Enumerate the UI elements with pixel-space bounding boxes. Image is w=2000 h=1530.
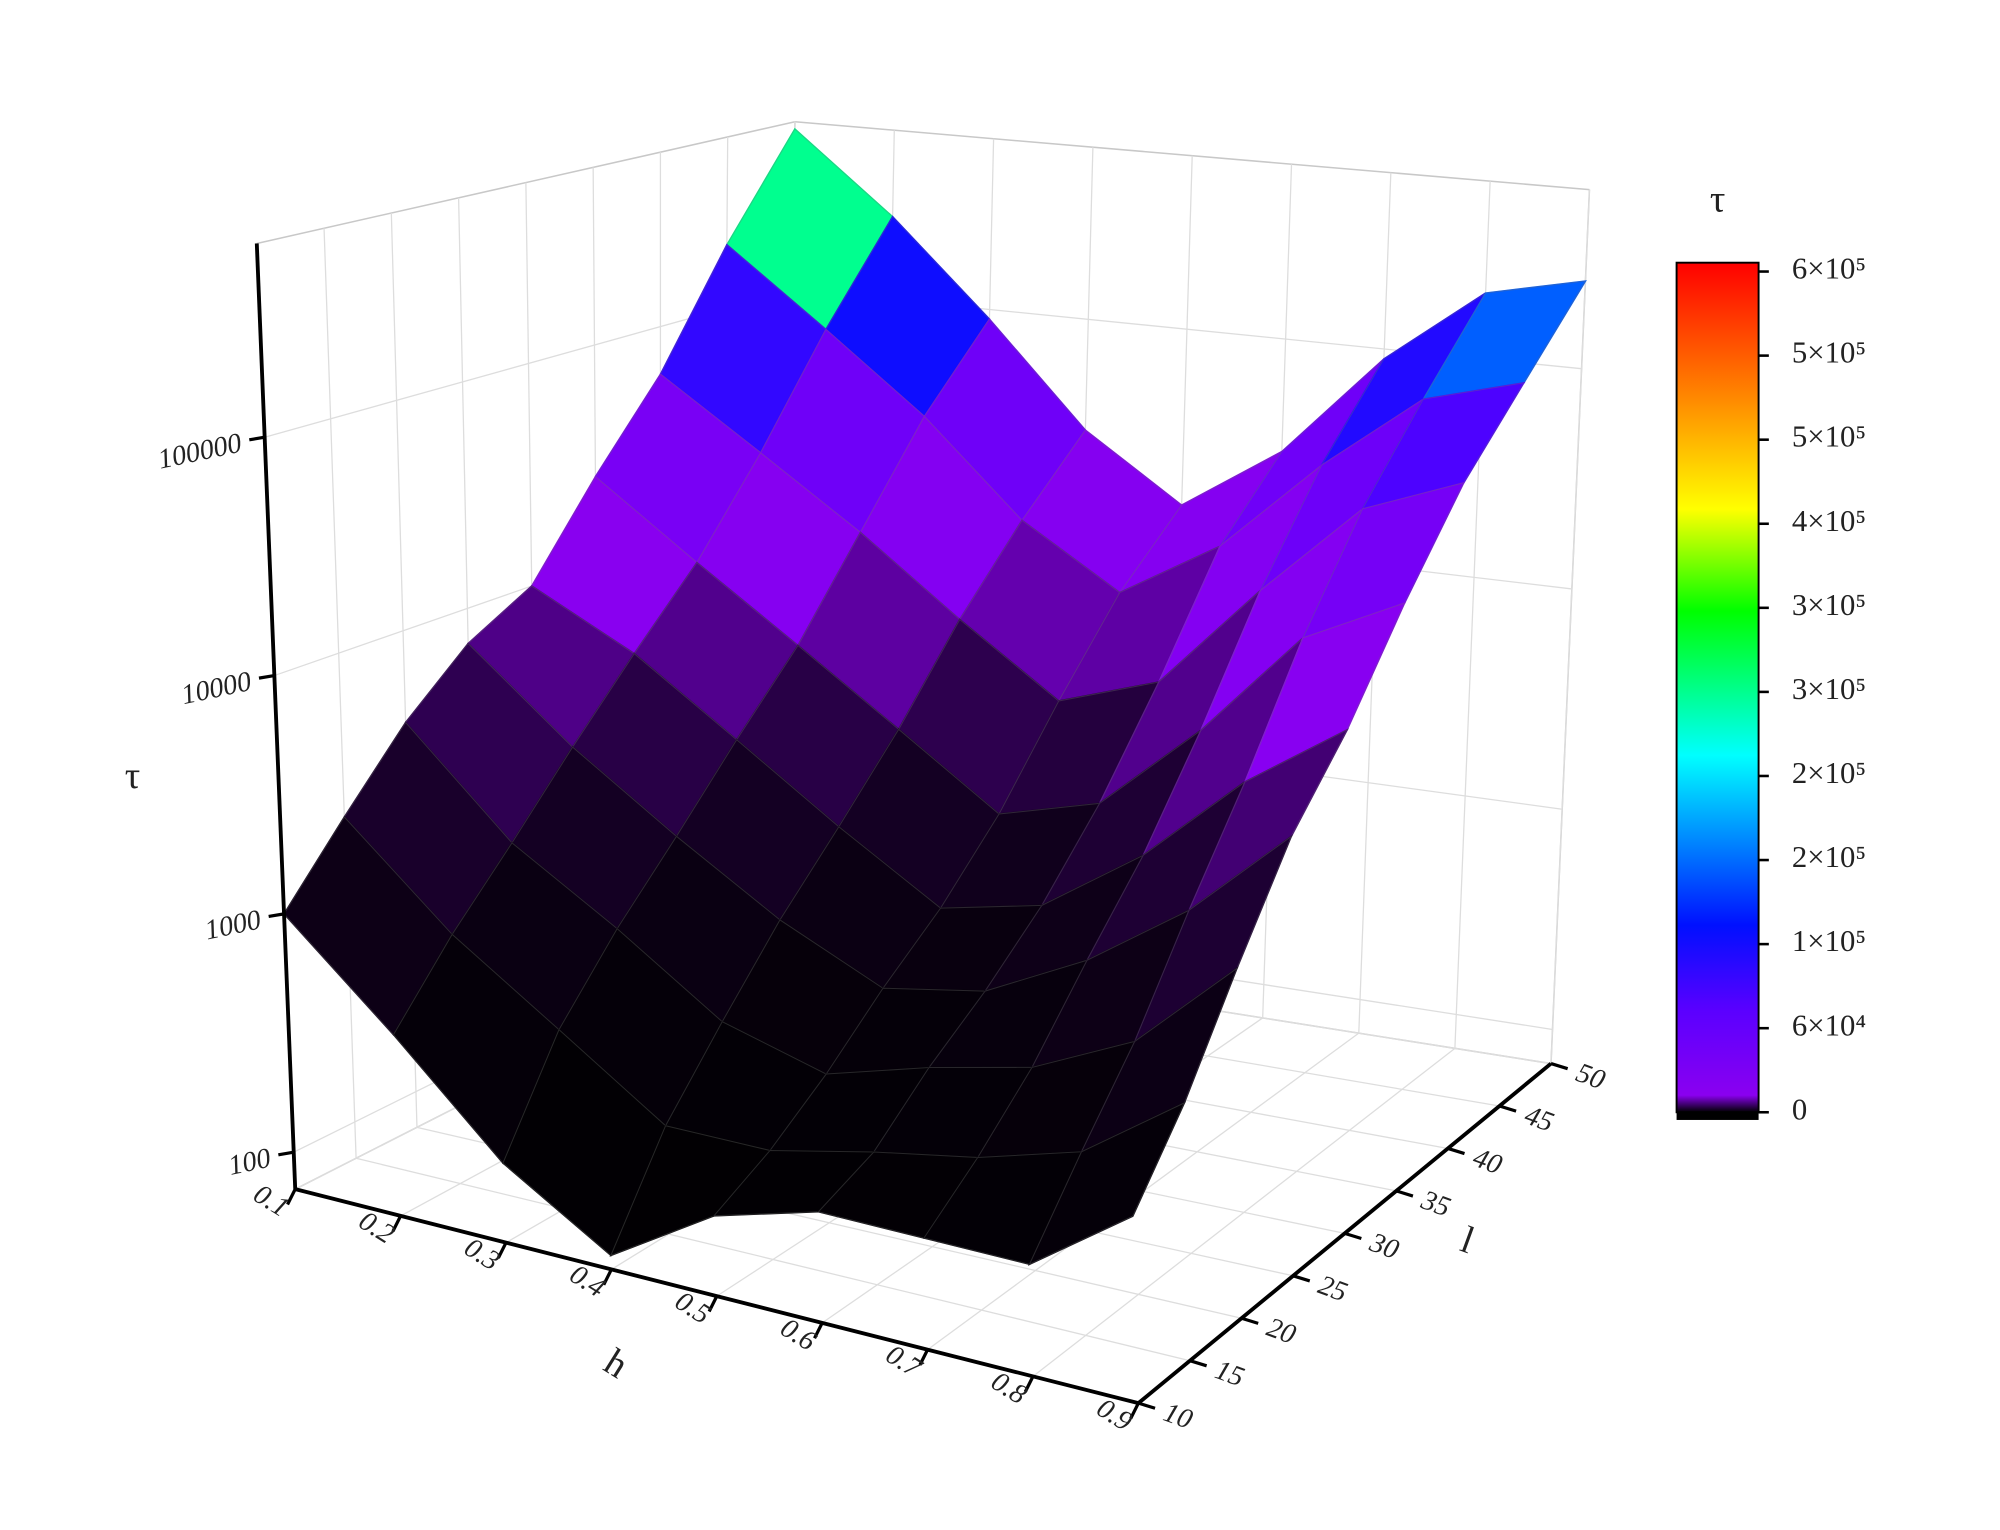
y-tick (1137, 1401, 1156, 1410)
y-tick-label: 45 (1520, 1100, 1557, 1139)
y-tick (1395, 1189, 1414, 1198)
y-tick (1498, 1104, 1517, 1113)
y-axis-label: l (1455, 1219, 1479, 1262)
y-tick (1550, 1062, 1569, 1071)
y-tick-label: 20 (1263, 1312, 1300, 1351)
z-tick-label: 100 (226, 1143, 274, 1182)
surface (283, 127, 1587, 1266)
y-tick (1292, 1274, 1311, 1283)
x-tick (286, 1188, 297, 1206)
colorbar-tick-label: 2×10⁵ (1792, 756, 1866, 790)
y-tick (1189, 1359, 1208, 1368)
z-tick (268, 912, 285, 919)
y-tick-label: 15 (1211, 1354, 1248, 1393)
colorbar-title: τ (1710, 178, 1725, 220)
colorbar-tick-label: 2×10⁵ (1792, 840, 1866, 874)
colorbar-tick-label: 4×10⁵ (1792, 504, 1866, 538)
x-tick (707, 1295, 719, 1313)
y-tick (1241, 1316, 1259, 1325)
y-tick-label: 50 (1572, 1057, 1609, 1096)
colorbar-tick-label: 6×10⁵ (1792, 252, 1866, 286)
y-tick-label: 40 (1469, 1142, 1506, 1181)
surface-mesh (1028, 1101, 1186, 1266)
colorbar-tick-label: 6×10⁴ (1792, 1008, 1866, 1042)
y-tick-label: 10 (1159, 1397, 1196, 1436)
z-tick-label: 100000 (155, 428, 244, 476)
colorbar-tick-label: 5×10⁵ (1792, 336, 1866, 370)
colorbar-tick-label: 3×10⁵ (1792, 672, 1866, 706)
x-tick (813, 1322, 824, 1339)
y-tick-label: 35 (1416, 1184, 1454, 1223)
grid-line (355, 1157, 1191, 1362)
colorbar (1675, 261, 1760, 1114)
colorbar-tick-label: 1×10⁵ (1792, 924, 1866, 958)
x-tick (391, 1215, 403, 1232)
z-tick (249, 435, 265, 442)
z-tick-label: 1000 (202, 904, 264, 946)
x-tick (602, 1268, 613, 1286)
z-tick-label: 10000 (179, 666, 254, 711)
colorbar-tick-label: 5×10⁵ (1792, 420, 1866, 454)
colorbar-tick-label: 0 (1792, 1092, 1807, 1126)
x-axis-label: h (597, 1341, 636, 1387)
z-tick (258, 673, 275, 680)
colorbar-under (1676, 1112, 1759, 1120)
grid-line (1550, 189, 1591, 1064)
surface-face (1027, 1101, 1186, 1266)
colorbar-tick-label: 3×10⁵ (1792, 588, 1866, 622)
box-edge (794, 120, 1590, 191)
z-axis-label: τ (125, 755, 140, 797)
x-tick (918, 1348, 930, 1366)
z-tick (278, 1150, 294, 1157)
y-tick-label: 30 (1365, 1227, 1403, 1266)
grid-line (323, 228, 357, 1159)
x-tick (1023, 1375, 1035, 1393)
z-axis (254, 243, 298, 1190)
x-tick (1129, 1402, 1140, 1420)
y-tick (1344, 1231, 1362, 1241)
y-tick-label: 25 (1314, 1270, 1351, 1309)
y-tick (1447, 1146, 1465, 1156)
x-tick (496, 1241, 508, 1259)
x-tick-label: 0.1 (248, 1179, 294, 1224)
